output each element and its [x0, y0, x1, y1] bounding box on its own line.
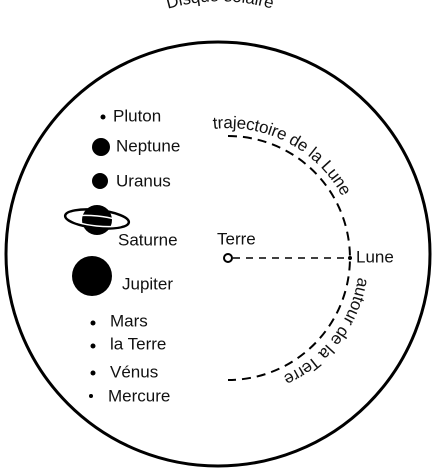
earth-label: Terre [217, 229, 256, 248]
orbit-label-lower-path: autour de la Terre [281, 276, 373, 389]
planet-label: Saturne [118, 230, 178, 249]
mercury [89, 394, 93, 398]
orbit-label-upper: trajectoire de la Lune [212, 114, 355, 199]
uranus [92, 173, 108, 189]
jupiter [72, 256, 112, 296]
venus [91, 371, 96, 376]
mars [91, 321, 96, 326]
pluto [101, 115, 106, 120]
earth [224, 254, 232, 262]
neptune [92, 138, 110, 156]
moon [348, 256, 352, 260]
moon-label: Lune [356, 247, 394, 266]
planet-label: Vénus [110, 362, 158, 381]
planet-label: Neptune [116, 136, 180, 155]
title: Disque solaire [164, 0, 276, 13]
planet-label: Uranus [116, 171, 171, 190]
orbit-label-upper-path: trajectoire de la Lune [212, 114, 355, 199]
planet-label: la Terre [110, 334, 166, 353]
planet-label: Mercure [108, 386, 170, 405]
planet-label: Mars [110, 311, 148, 330]
title-path: Disque solaire [164, 0, 276, 13]
planet-label: Jupiter [122, 274, 173, 293]
diagram: Disque solaire Terre Lune trajectoire de… [0, 0, 435, 471]
earth-planet [91, 344, 96, 349]
orbit-label-lower: autour de la Terre [281, 276, 373, 389]
planet-label: Pluton [113, 106, 161, 125]
